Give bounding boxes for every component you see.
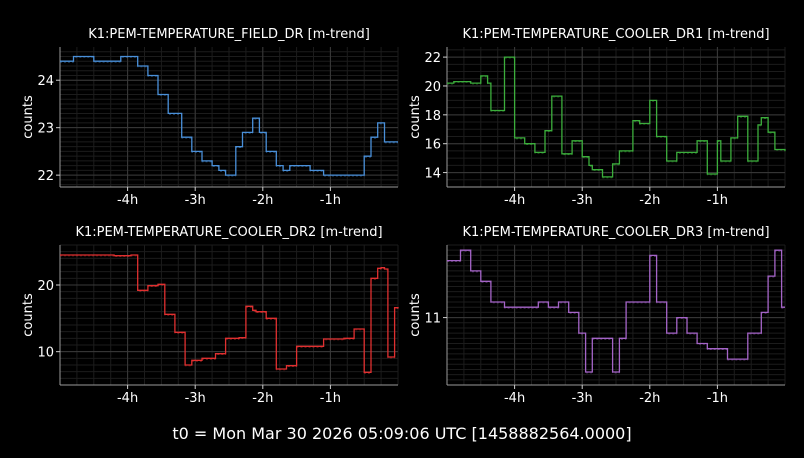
y-axis-label: counts — [21, 95, 36, 139]
y-tick-label: 18 — [424, 109, 441, 124]
y-tick-label: 20 — [424, 80, 441, 95]
y-tick-label: 16 — [424, 138, 441, 153]
subplot-title: K1:PEM-TEMPERATURE_COOLER_DR1 [m-trend] — [462, 27, 769, 42]
y-tick-label: 24 — [37, 74, 54, 89]
y-tick-label: 22 — [37, 169, 54, 184]
subplot-title: K1:PEM-TEMPERATURE_COOLER_DR2 [m-trend] — [75, 225, 382, 240]
x-tick-label: -4h — [504, 193, 525, 208]
x-tick-label: -2h — [639, 193, 660, 208]
x-tick-label: -4h — [117, 193, 138, 208]
y-tick-label: 20 — [37, 279, 54, 294]
x-tick-label: -1h — [320, 391, 341, 406]
y-tick-label: 14 — [424, 167, 441, 182]
x-tick-label: -3h — [185, 193, 206, 208]
series-line-1 — [60, 55, 398, 176]
subplot-title: K1:PEM-TEMPERATURE_FIELD_DR [m-trend] — [88, 27, 370, 42]
subplot-4: -4h -3h -2h -1h 11 K1:PEM-TEMPERATURE_COOLER_… — [408, 225, 786, 406]
subplot-3: -4h -3h -2h -1h 10 20 K1:PEM-TEMPERATURE_COOLE… — [21, 225, 399, 406]
subplot-title: K1:PEM-TEMPERATURE_COOLER_DR3 [m-trend] — [462, 225, 769, 240]
figure-footer: t0 = Mon Mar 30 2026 05:09:06 UTC [14588… — [172, 424, 632, 443]
x-tick-label: -3h — [572, 391, 593, 406]
x-tick-label: -2h — [252, 391, 273, 406]
x-tick-label: -2h — [639, 391, 660, 406]
y-tick-label: 10 — [37, 346, 54, 361]
y-axis-label: counts — [21, 293, 36, 337]
y-axis-label: counts — [408, 95, 423, 139]
series-line-1 — [447, 249, 785, 373]
y-tick-label: 11 — [424, 312, 441, 327]
x-tick-label: -2h — [252, 193, 273, 208]
subplot-2: -4h -3h -2h -1h 14 16 18 20 22 K1:PEM-TEMPERATURE… — [408, 27, 786, 208]
series-band-1 — [447, 250, 785, 374]
y-tick-label: 22 — [424, 51, 441, 66]
x-tick-label: -3h — [572, 193, 593, 208]
x-tick-label: -1h — [707, 391, 728, 406]
x-tick-label: -3h — [185, 391, 206, 406]
x-tick-label: -4h — [504, 391, 525, 406]
series-band-1 — [447, 57, 786, 179]
x-tick-label: -4h — [117, 391, 138, 406]
y-axis-label: counts — [408, 293, 423, 337]
series-band-1 — [60, 255, 399, 374]
y-tick-label: 23 — [37, 122, 54, 137]
x-tick-label: -1h — [320, 193, 341, 208]
subplot-1: -4h -3h -2h -1h 22 23 24 K1:PEM-TEMPERATURE_FIE… — [21, 27, 399, 208]
series-line-1 — [60, 254, 399, 373]
x-tick-label: -1h — [707, 193, 728, 208]
